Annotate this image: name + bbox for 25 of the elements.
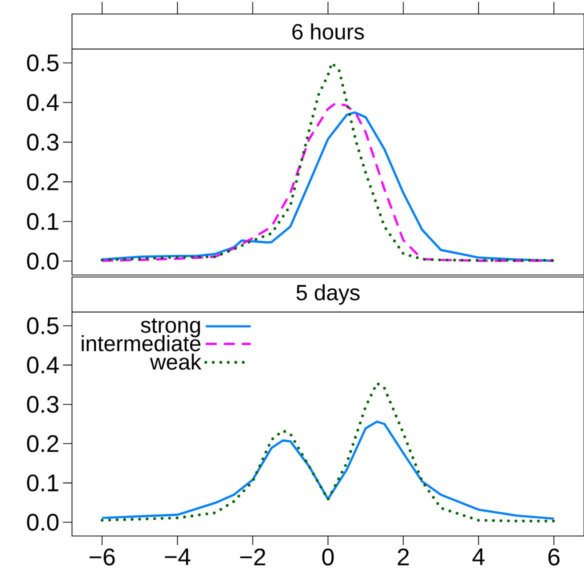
x-tick-label: 6 bbox=[548, 548, 560, 566]
x-tick-label: −2 bbox=[240, 548, 266, 566]
y-tick-label: 0.5 bbox=[27, 54, 58, 72]
y-tick-label: 0.1 bbox=[27, 474, 58, 492]
x-tick-label: 0 bbox=[322, 548, 334, 566]
legend-label: weak bbox=[150, 354, 202, 370]
y-tick-label: 0.2 bbox=[27, 435, 58, 452]
legend-label: intermediate bbox=[82, 335, 200, 352]
y-tick-label: 0.0 bbox=[27, 252, 59, 270]
y-tick-label: 0.2 bbox=[27, 173, 58, 190]
x-tick-label: −6 bbox=[90, 548, 115, 566]
legend-label: strong bbox=[140, 318, 200, 338]
y-tick-label: 0.5 bbox=[27, 317, 58, 334]
chart-title: 5 days bbox=[296, 284, 360, 305]
x-tick-label: 4 bbox=[472, 548, 485, 566]
y-tick-label: 0.3 bbox=[27, 134, 58, 151]
y-tick-label: 0.4 bbox=[27, 94, 59, 112]
x-tick-label: −4 bbox=[164, 548, 190, 566]
y-tick-label: 0.3 bbox=[27, 396, 58, 413]
y-tick-label: 0.1 bbox=[27, 212, 58, 230]
y-tick-label: 0.4 bbox=[27, 356, 59, 374]
y-tick-label: 0.0 bbox=[27, 514, 59, 531]
x-tick-label: 2 bbox=[398, 548, 409, 566]
chart-title: 6 hours bbox=[292, 23, 364, 40]
line-series bbox=[100, 382, 556, 522]
